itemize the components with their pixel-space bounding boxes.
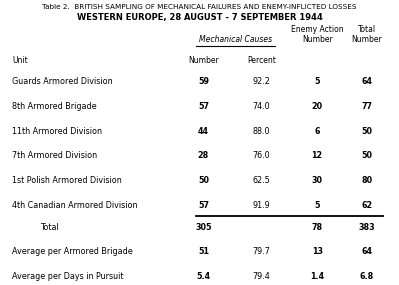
Text: 5: 5 [314,77,320,86]
Text: 88.0: 88.0 [253,127,270,136]
Text: 11th Armored Division: 11th Armored Division [12,127,102,136]
Text: 13: 13 [312,247,323,256]
Text: 59: 59 [198,77,209,86]
Text: 4th Canadian Armored Division: 4th Canadian Armored Division [12,201,138,210]
Text: Enemy Action
Number: Enemy Action Number [291,25,344,44]
Text: 8th Armored Brigade: 8th Armored Brigade [12,102,97,111]
Text: 305: 305 [195,223,212,233]
Text: 51: 51 [198,247,209,256]
Text: 64: 64 [361,247,373,256]
Text: 79.4: 79.4 [253,272,270,281]
Text: 78: 78 [312,223,323,233]
Text: Average per Armored Brigade: Average per Armored Brigade [12,247,133,256]
Text: 1st Polish Armored Division: 1st Polish Armored Division [12,176,122,185]
Text: 12: 12 [312,151,323,160]
Text: 62.5: 62.5 [253,176,270,185]
Text: Table 2.  BRITISH SAMPLING OF MECHANICAL FAILURES AND ENEMY-INFLICTED LOSSES: Table 2. BRITISH SAMPLING OF MECHANICAL … [42,4,357,10]
Text: 20: 20 [312,102,323,111]
Text: 5.4: 5.4 [196,272,211,281]
Text: Number: Number [188,56,219,65]
Text: 57: 57 [198,102,209,111]
Text: 44: 44 [198,127,209,136]
Text: 80: 80 [361,176,373,185]
Text: 74.0: 74.0 [253,102,270,111]
Text: Guards Armored Division: Guards Armored Division [12,77,113,86]
Text: 6.8: 6.8 [360,272,374,281]
Text: 50: 50 [361,127,373,136]
Text: Total: Total [40,223,59,233]
Text: Total
Number: Total Number [352,25,383,44]
Text: 76.0: 76.0 [253,151,270,160]
Text: 7th Armored Division: 7th Armored Division [12,151,97,160]
Text: 50: 50 [361,151,373,160]
Text: Unit: Unit [12,56,28,65]
Text: 79.7: 79.7 [253,247,270,256]
Text: Mechanical Causes: Mechanical Causes [199,35,272,44]
Text: 91.9: 91.9 [253,201,270,210]
Text: 5: 5 [314,201,320,210]
Text: 57: 57 [198,201,209,210]
Text: 92.2: 92.2 [253,77,270,86]
Text: 77: 77 [361,102,373,111]
Text: Percent: Percent [247,56,276,65]
Text: 30: 30 [312,176,323,185]
Text: 6: 6 [314,127,320,136]
Text: 28: 28 [198,151,209,160]
Text: 383: 383 [359,223,375,233]
Text: 64: 64 [361,77,373,86]
Text: WESTERN EUROPE, 28 AUGUST - 7 SEPTEMBER 1944: WESTERN EUROPE, 28 AUGUST - 7 SEPTEMBER … [77,13,322,22]
Text: 1.4: 1.4 [310,272,324,281]
Text: Average per Days in Pursuit: Average per Days in Pursuit [12,272,123,281]
Text: 50: 50 [198,176,209,185]
Text: 62: 62 [361,201,373,210]
